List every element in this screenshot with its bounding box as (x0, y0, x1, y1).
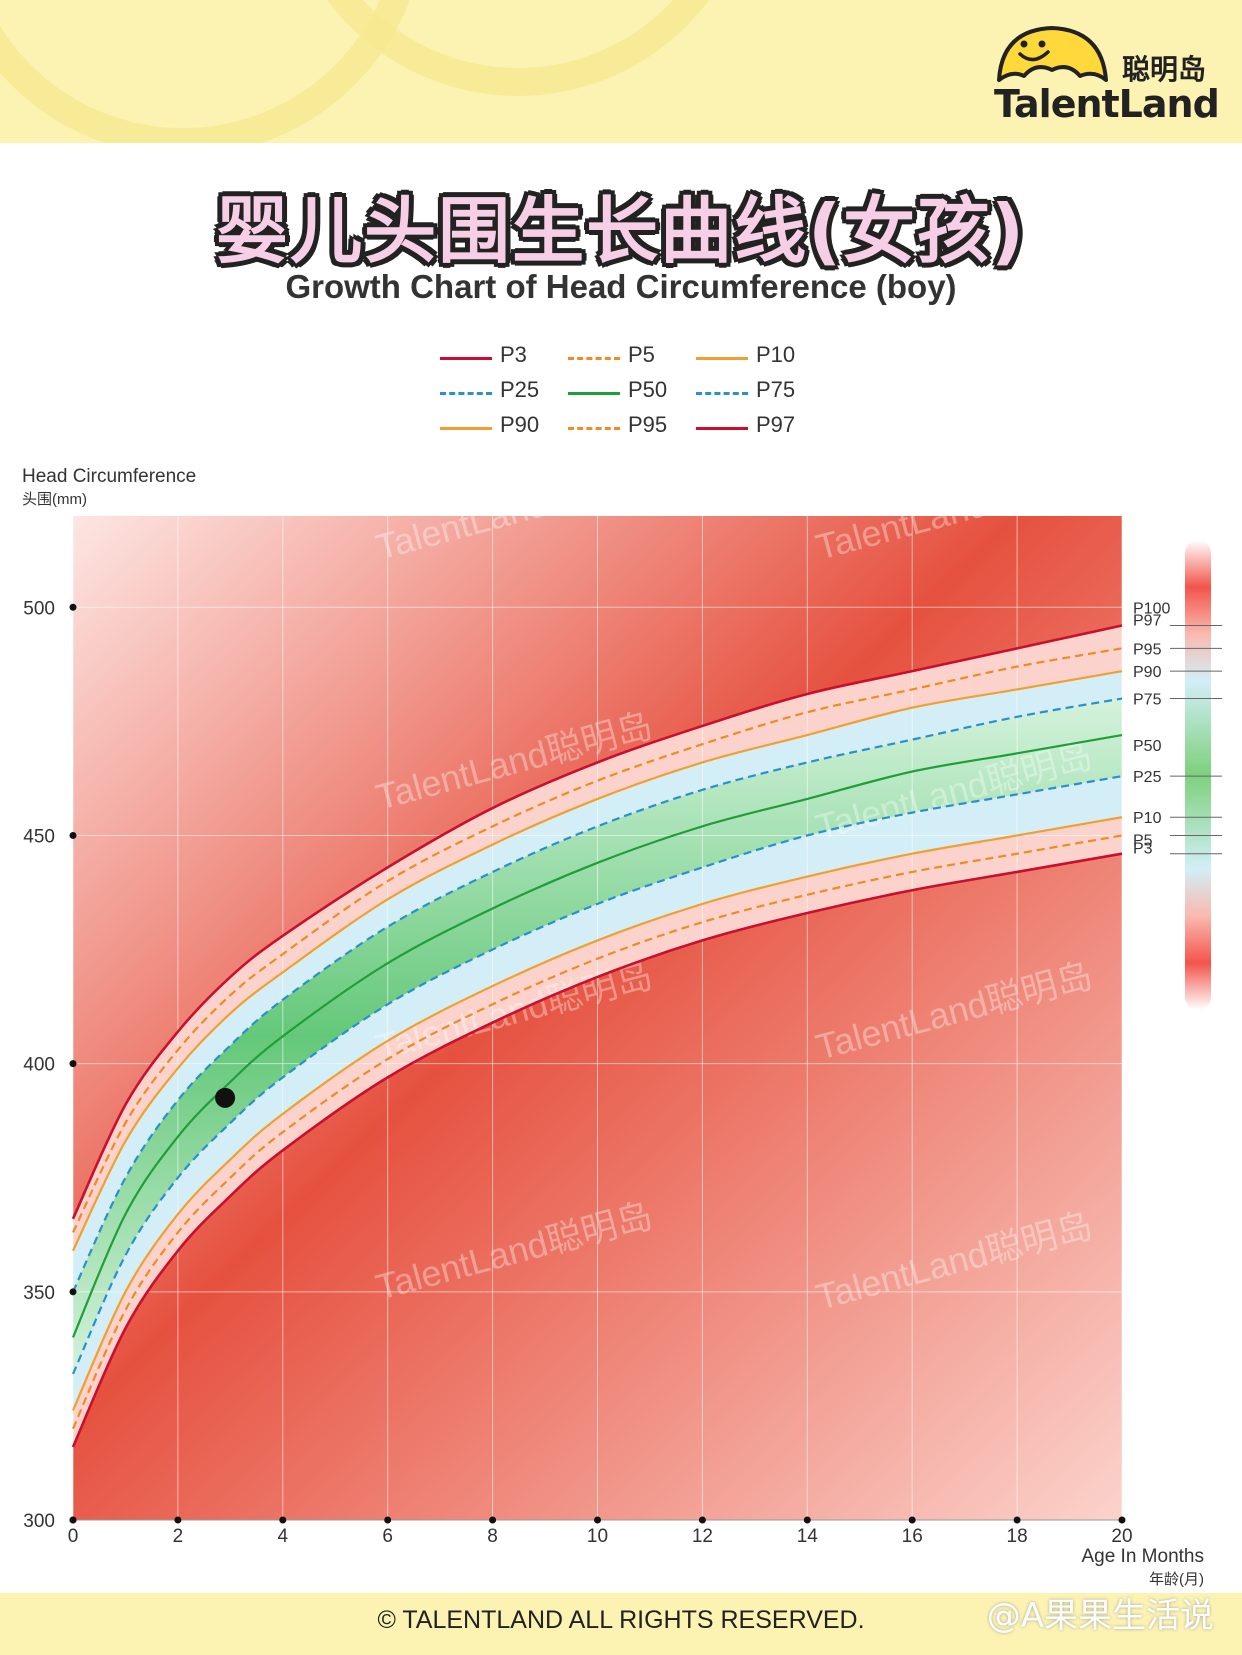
legend-item-p90: P90 (440, 412, 570, 442)
legend-swatch (440, 427, 492, 430)
x-tick-label: 16 (902, 1526, 923, 1547)
y-axis-title: Head Circumference (22, 466, 197, 487)
legend-swatch (696, 427, 748, 430)
series-line-p90 (72, 670, 1123, 1252)
y-tick-label: 450 (23, 826, 55, 847)
legend-item-p3: P3 (440, 342, 570, 372)
x-tick-label: 4 (278, 1526, 289, 1547)
scale-label-p3: P3 (1133, 841, 1153, 858)
series-line-p25 (71, 775, 1123, 1375)
scale-label-p95: P95 (1133, 641, 1162, 658)
copyright-text: © TALENTLAND ALL RIGHTS RESERVED. (377, 1606, 865, 1634)
legend-label: P50 (628, 377, 668, 402)
x-tick-dot (1118, 1516, 1126, 1524)
legend-item-p10: P10 (696, 342, 826, 372)
scale-label-p50: P50 (1133, 738, 1162, 755)
legend-label: P3 (500, 342, 527, 367)
series-line-p3 (71, 852, 1123, 1448)
x-tick-dot (384, 1516, 392, 1524)
legend-swatch (696, 357, 748, 360)
x-tick-dot (594, 1516, 601, 1524)
x-tick-dot (69, 1516, 77, 1524)
y-axis-title-cn: 头围(mm) (22, 491, 87, 508)
legend-swatch (696, 392, 748, 395)
scale-label-p100: P100 (1133, 600, 1170, 617)
x-tick-label: 20 (1111, 1526, 1132, 1547)
y-tick-dot (69, 1060, 77, 1068)
x-tick-label: 2 (173, 1526, 184, 1547)
series-line-p95 (72, 647, 1123, 1233)
x-tick-label: 10 (587, 1526, 608, 1547)
legend-item-p5: P5 (568, 342, 698, 372)
x-tick-dot (803, 1516, 811, 1524)
y-tick-label: 350 (23, 1283, 55, 1304)
legend-swatch (568, 427, 620, 430)
legend-item-p25: P25 (440, 377, 570, 407)
scale-label-p75: P75 (1133, 692, 1162, 709)
legend-label: P95 (628, 412, 668, 437)
scale-label-p97: P97 (1133, 613, 1162, 630)
percentile-scale-bar (1185, 540, 1211, 1010)
x-axis-title-cn: 年龄(月) (1149, 1571, 1204, 1588)
scale-label-p90: P90 (1133, 664, 1162, 681)
scale-label-p10: P10 (1133, 810, 1162, 827)
series-line-p5 (71, 834, 1123, 1430)
measurement-point (215, 1087, 236, 1108)
x-tick-label: 12 (692, 1526, 713, 1547)
legend-label: P97 (756, 412, 796, 437)
legend-item-p50: P50 (568, 377, 698, 407)
series-line-p10 (71, 816, 1123, 1411)
chart-legend: P3 P5 P10 P25 P50 P75 P90 P95 P97 (440, 342, 840, 452)
y-tick-dot (69, 603, 77, 611)
legend-label: P10 (756, 342, 796, 367)
page-subtitle: Growth Chart of Head Circumference (boy) (285, 268, 957, 305)
legend-label: P75 (756, 377, 796, 402)
y-tick-label: 500 (23, 598, 55, 619)
legend-item-p75: P75 (696, 377, 826, 407)
footer-band (0, 1593, 1242, 1655)
x-tick-dot (174, 1516, 182, 1524)
y-tick-dot (69, 831, 77, 839)
legend-item-p95: P95 (568, 412, 698, 442)
x-tick-dot (279, 1516, 287, 1524)
x-tick-label: 8 (487, 1526, 498, 1547)
legend-label: P5 (628, 342, 655, 367)
x-tick-label: 0 (68, 1526, 79, 1547)
x-tick-dot (698, 1516, 706, 1524)
x-tick-dot (1013, 1516, 1021, 1524)
watermark-handle: @A果果生活说 (986, 1596, 1214, 1636)
legend-label: P25 (500, 377, 540, 402)
legend-swatch (440, 357, 492, 360)
series-line-p75 (72, 697, 1123, 1293)
series-line-p97 (71, 624, 1123, 1220)
scale-label-p5: P5 (1133, 832, 1153, 849)
y-tick-dot (69, 1288, 77, 1296)
legend-swatch (440, 392, 492, 395)
brand-name-cn: 聪明岛 (1122, 53, 1207, 86)
legend-label: P90 (500, 412, 540, 437)
legend-item-p97: P97 (696, 412, 826, 442)
x-axis-title: Age In Months (1081, 1546, 1204, 1567)
header-band: 聪明岛 TalentLand (0, 0, 1242, 143)
brand-name-en: TalentLand (994, 82, 1220, 126)
mushroom-logo-icon (997, 26, 1108, 82)
x-tick-label: 18 (1007, 1526, 1028, 1547)
scale-label-p25: P25 (1133, 769, 1162, 786)
x-tick-label: 14 (797, 1526, 819, 1547)
y-tick-label: 300 (23, 1511, 55, 1532)
legend-swatch (568, 357, 620, 360)
x-tick-dot (489, 1516, 497, 1524)
band-p10-p90 (73, 671, 1122, 1411)
page-title: 婴儿头围生长曲线(女孩) (216, 189, 1026, 273)
brand-logo: 聪明岛 TalentLand (992, 20, 1220, 130)
series-line-p50 (71, 733, 1123, 1338)
y-tick-label: 400 (23, 1055, 55, 1076)
x-tick-dot (908, 1516, 916, 1524)
x-tick-label: 6 (382, 1526, 393, 1547)
legend-swatch (568, 392, 620, 395)
